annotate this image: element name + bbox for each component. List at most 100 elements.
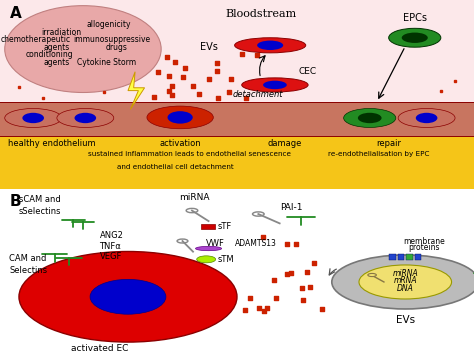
Ellipse shape [235,38,306,53]
Text: healthy endothelium: healthy endothelium [9,139,96,148]
Text: sustained inflammation leads to endothelial senescence: sustained inflammation leads to endothel… [88,151,291,157]
Point [303,269,310,274]
Circle shape [197,256,216,263]
Text: B: B [9,194,21,209]
Ellipse shape [167,111,193,124]
Text: allogenicity: allogenicity [87,20,131,29]
Point [272,295,280,301]
Point [213,60,221,66]
Point [168,83,175,89]
Text: Bloodstream: Bloodstream [225,9,296,20]
Ellipse shape [22,113,44,123]
Text: membrane: membrane [403,237,445,246]
Point [180,74,187,79]
Text: irradiation: irradiation [42,28,82,37]
Text: drugs: drugs [105,43,127,52]
Point [238,52,246,57]
Point [213,69,221,74]
Text: EVs: EVs [200,42,218,52]
Text: chemotherapeutic: chemotherapeutic [0,35,71,44]
Bar [0,132,474,189]
Ellipse shape [389,28,441,47]
Text: A: A [9,6,21,21]
Ellipse shape [401,33,428,43]
Text: ANG2: ANG2 [100,231,123,240]
Point [225,89,233,95]
Text: VWF: VWF [206,239,225,248]
Point [165,73,173,79]
Ellipse shape [57,109,114,127]
Point [259,234,267,240]
Point [252,80,259,86]
Point [189,83,196,89]
Point [228,76,235,81]
Text: re-endothelialisation by EPC: re-endothelialisation by EPC [328,151,430,157]
Text: proteins: proteins [409,242,440,252]
Text: VEGF: VEGF [100,252,122,261]
Point [165,88,173,94]
Text: CEC: CEC [299,67,317,76]
Point [255,305,263,311]
Point [215,95,222,101]
Text: agents: agents [44,58,70,67]
Ellipse shape [19,252,237,342]
Ellipse shape [5,6,161,93]
Point [181,65,189,71]
Text: DNA: DNA [397,284,414,293]
Ellipse shape [358,113,382,123]
Text: detachment: detachment [233,90,283,99]
Ellipse shape [90,280,166,314]
Bar [406,254,413,260]
Point [264,305,271,311]
Text: EPCs: EPCs [403,13,427,23]
Text: activated EC: activated EC [71,343,128,352]
Ellipse shape [398,109,455,127]
Text: activation: activation [159,139,201,148]
Bar [415,254,421,260]
Circle shape [332,255,474,309]
Point [154,69,162,75]
Bar [201,224,215,229]
Text: conditioning: conditioning [26,50,73,59]
Text: sSelectins: sSelectins [19,207,62,216]
Ellipse shape [5,109,62,127]
Point [283,241,291,246]
Point [299,297,307,303]
Point [310,260,318,266]
Bar [0,102,474,136]
Ellipse shape [257,41,283,50]
Point [163,54,171,60]
Text: immunosuppressive: immunosuppressive [73,35,150,44]
Text: TNFα: TNFα [100,242,121,251]
Point [292,241,300,247]
Point [288,270,295,276]
Text: sTM: sTM [218,255,235,264]
Point [318,306,326,312]
Point [171,59,179,65]
Point [150,94,158,100]
Ellipse shape [74,113,96,123]
Text: agents: agents [44,43,70,52]
Point [242,95,250,101]
Bar [398,254,404,260]
Text: Selectins: Selectins [9,266,47,275]
Ellipse shape [263,81,287,89]
Point [195,91,202,97]
Text: miRNA: miRNA [179,193,210,202]
Point [306,284,314,290]
Point [205,76,213,82]
Point [168,93,175,98]
Point [299,286,306,291]
Ellipse shape [242,78,308,92]
Text: sCAM and: sCAM and [19,195,61,204]
Point [261,308,268,314]
Text: CAM and: CAM and [9,254,47,263]
Ellipse shape [416,113,438,123]
Text: mRNA: mRNA [393,276,417,285]
Ellipse shape [344,109,396,127]
Text: ADAMTS13: ADAMTS13 [235,239,276,248]
Point [270,277,278,283]
Ellipse shape [147,106,213,129]
Point [254,52,261,58]
Bar [0,0,474,136]
